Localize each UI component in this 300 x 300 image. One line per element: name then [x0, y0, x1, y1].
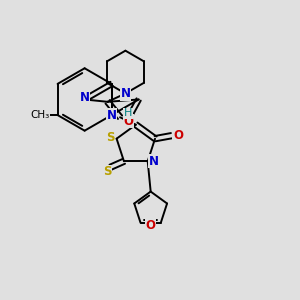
Text: CH₃: CH₃ [30, 110, 50, 120]
Text: S: S [106, 131, 114, 144]
Text: N: N [120, 87, 130, 100]
Text: N: N [148, 155, 159, 168]
Text: H: H [124, 108, 132, 118]
Text: N: N [80, 92, 90, 104]
Text: O: O [123, 115, 133, 128]
Text: O: O [173, 129, 183, 142]
Text: S: S [103, 165, 111, 178]
Text: N: N [106, 109, 117, 122]
Text: O: O [146, 219, 156, 232]
